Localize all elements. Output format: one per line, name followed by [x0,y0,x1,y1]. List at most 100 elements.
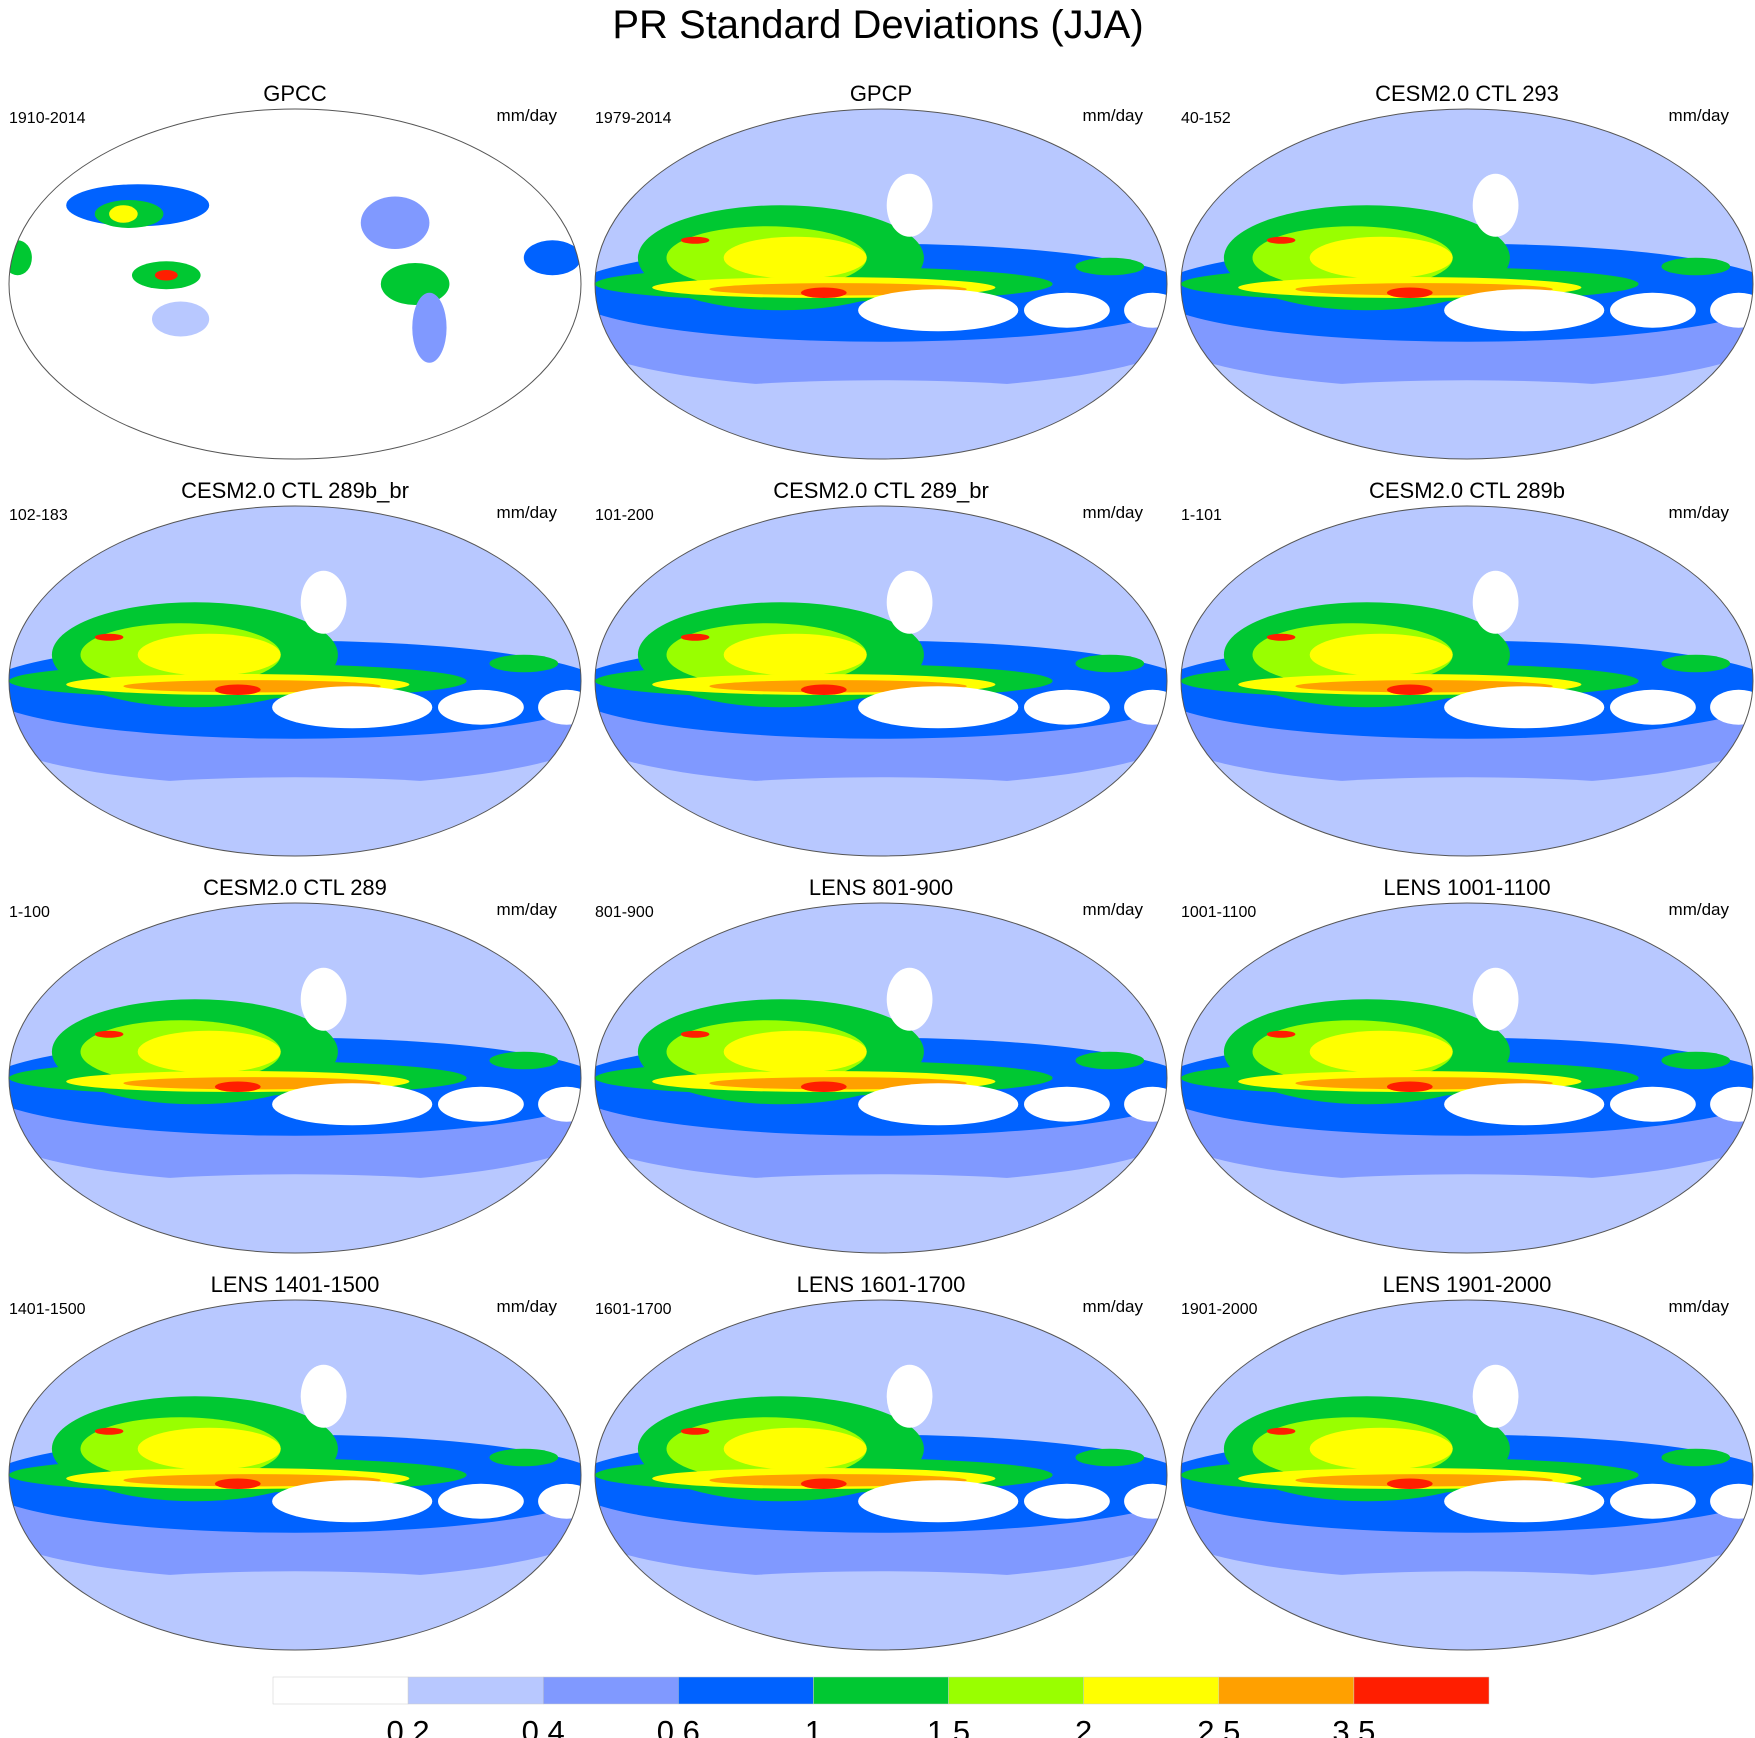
contour-region [1309,1030,1453,1073]
panel-units: mm/day [1669,1297,1730,1316]
map-outline [1180,902,1754,1254]
map-field [595,506,1167,856]
contour-region [538,1086,581,1122]
panel-title: CESM2.0 CTL 289b_br [181,478,409,503]
panel-title: LENS 801-900 [809,875,953,900]
map-field [9,109,581,459]
map-outline [1180,1299,1754,1651]
contour-region [680,1427,710,1435]
panel-title: GPCP [850,81,912,106]
contour-region [1309,236,1453,279]
contour-region [800,1081,847,1092]
colorbar-tick-label: 3.5 [1332,1714,1375,1738]
contour-region [489,1448,559,1467]
panel-units: mm/day [497,1297,558,1316]
colorbar-swatch [272,1676,409,1705]
contour-region [680,633,710,641]
contour-region [272,1480,433,1523]
contour-region [1266,236,1296,244]
colorbar-tick-label: 2.5 [1197,1714,1240,1738]
colorbar-tick-label: 0.4 [522,1714,565,1738]
contour-region [1610,1483,1696,1519]
contour-region [1386,287,1433,298]
panel-title: LENS 1401-1500 [211,1272,380,1297]
contour-region [538,689,581,725]
contour-region [1024,689,1110,725]
map-panel: LENS 1401-1500 1401-1500 mm/day [8,1272,582,1651]
contour-region [723,1427,867,1470]
figure-title: PR Standard Deviations (JJA) [612,3,1143,47]
contour-region [137,1427,281,1470]
contour-region [1266,633,1296,641]
colorbar-tick-label: 2 [1075,1714,1092,1738]
map-outline [1180,108,1754,460]
contour-region [1075,1448,1145,1467]
contour-region [800,287,847,298]
contour-region [1444,1480,1605,1523]
contour-region [1075,257,1145,276]
contour-region [360,196,430,249]
map-panel: LENS 1001-1100 1001-1100 mm/day [1180,875,1754,1254]
map-field [595,109,1167,459]
contour-region [1124,1483,1167,1519]
contour-region [1444,289,1605,332]
contour-region [1124,292,1167,328]
contour-region [886,173,933,237]
contour-region [858,1480,1019,1523]
panel-units: mm/day [1669,503,1730,522]
map-panel: LENS 1901-2000 1901-2000 mm/day [1180,1272,1754,1651]
contour-region [1181,380,1753,459]
contour-region [1386,684,1433,695]
panel-period: 1-100 [9,904,50,921]
contour-region [438,689,524,725]
panel-units: mm/day [497,900,558,919]
colorbar-swatch [1083,1676,1220,1705]
contour-region [154,270,178,281]
map-field [595,1300,1167,1650]
colorbar-tick-label: 1 [805,1714,822,1738]
map-panel: GPCP 1979-2014 mm/day [594,81,1168,460]
contour-region [1124,689,1167,725]
contour-region [800,684,847,695]
contour-region [1181,777,1753,856]
contour-region [858,686,1019,729]
panel-title: LENS 1601-1700 [797,1272,966,1297]
contour-region [489,654,559,673]
map-field [9,506,581,856]
contour-region [214,1478,261,1489]
contour-region [438,1483,524,1519]
map-panel: CESM2.0 CTL 289 1-100 mm/day [8,875,582,1254]
panel-period: 801-900 [595,904,654,921]
contour-region [886,570,933,634]
panel-units: mm/day [497,503,558,522]
contour-region [137,1030,281,1073]
contour-region [523,240,581,276]
map-field [1181,109,1753,459]
contour-region [1266,1427,1296,1435]
panel-period: 1979-2014 [595,110,672,127]
contour-region [1661,654,1731,673]
contour-region [1075,654,1145,673]
contour-region [1181,1174,1753,1253]
contour-region [1124,1086,1167,1122]
map-outline [8,1299,582,1651]
contour-region [1610,689,1696,725]
panel-title: CESM2.0 CTL 289 [203,875,387,900]
panel-units: mm/day [1669,106,1730,125]
contour-region [680,236,710,244]
colorbar-swatch [948,1676,1084,1705]
contour-region [94,1427,124,1435]
contour-region [1472,1364,1519,1428]
map-field [595,903,1167,1253]
panel-period: 101-200 [595,507,654,524]
contour-region [886,967,933,1031]
contour-region [94,633,124,641]
contour-region [886,1364,933,1428]
contour-region [1024,1483,1110,1519]
map-field [9,1300,581,1650]
panel-units: mm/day [1083,1297,1144,1316]
contour-region [538,1483,581,1519]
panel-period: 1901-2000 [1181,1301,1258,1318]
